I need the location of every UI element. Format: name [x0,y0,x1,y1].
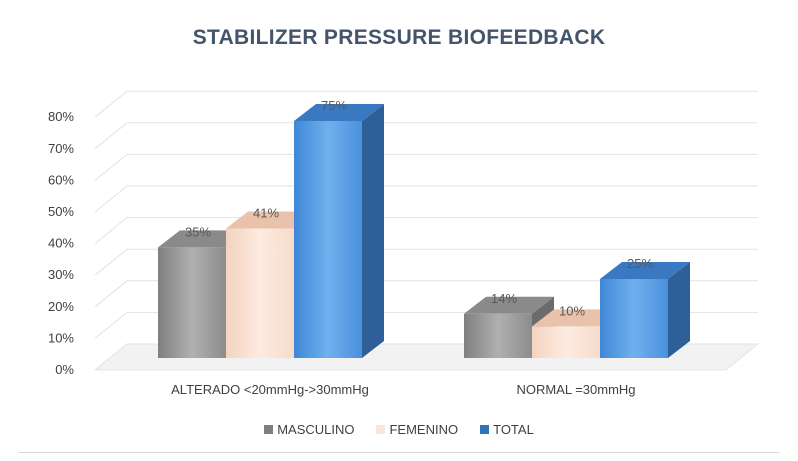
bar-top-masculino [158,230,248,248]
y-tick-label: 20% [48,299,74,314]
data-label: 35% [185,224,211,239]
bar-total [294,121,362,358]
bar-total [600,279,668,358]
y-tick-label: 10% [48,330,74,345]
legend-swatch-masculino [264,425,274,434]
bar-femenino [226,228,294,358]
data-label: 25% [627,256,653,271]
legend-label-masculino: MASCULINO [277,422,355,437]
bar-side-total [668,262,690,358]
y-tick-label: 70% [48,141,74,156]
legend-label-total: TOTAL [493,422,534,437]
bar-top-femenino [532,309,622,327]
chart-bottom-border [18,452,780,453]
legend-item-total: TOTAL [480,422,534,437]
chart-legend: MASCULINO FEMENINO TOTAL [0,422,798,437]
data-label: 41% [253,205,279,220]
gridline [94,185,758,213]
gridline [94,122,758,150]
legend-item-masculino: MASCULINO [264,422,354,437]
data-label: 10% [559,303,585,318]
bar-masculino [158,247,226,358]
gridline [94,217,758,244]
gridline [94,280,758,308]
gridline [94,153,758,181]
data-label: 14% [491,291,517,306]
y-tick-label: 40% [48,236,74,251]
chart-title: STABILIZER PRESSURE BIOFEEDBACK [192,26,606,49]
legend-swatch-total [480,425,490,434]
gridline [94,248,758,276]
y-tick-label: 50% [48,204,74,219]
legend-item-femenino: FEMENINO [376,422,458,437]
bar-top-masculino [464,296,554,314]
legend-label-femenino: FEMENINO [389,422,459,437]
bar-top-femenino [226,211,316,229]
legend-swatch-femenino [376,425,386,434]
y-tick-label: 30% [48,267,74,282]
bar-femenino [532,326,600,358]
x-category-label: ALTERADO <20mmHg->30mmHg [171,382,369,397]
x-category-label: NORMAL =30mmHg [516,382,635,397]
y-tick-label: 60% [48,172,74,187]
y-tick-label: 80% [48,109,74,124]
y-tick-label: 0% [55,362,74,377]
bar-top-total [600,262,690,279]
data-label: 75% [321,98,347,113]
gridline [94,90,758,118]
chart-side-wall [95,79,127,358]
bar-side-total [362,104,384,358]
bar-top-total [294,104,384,121]
bar-masculino [464,313,532,358]
